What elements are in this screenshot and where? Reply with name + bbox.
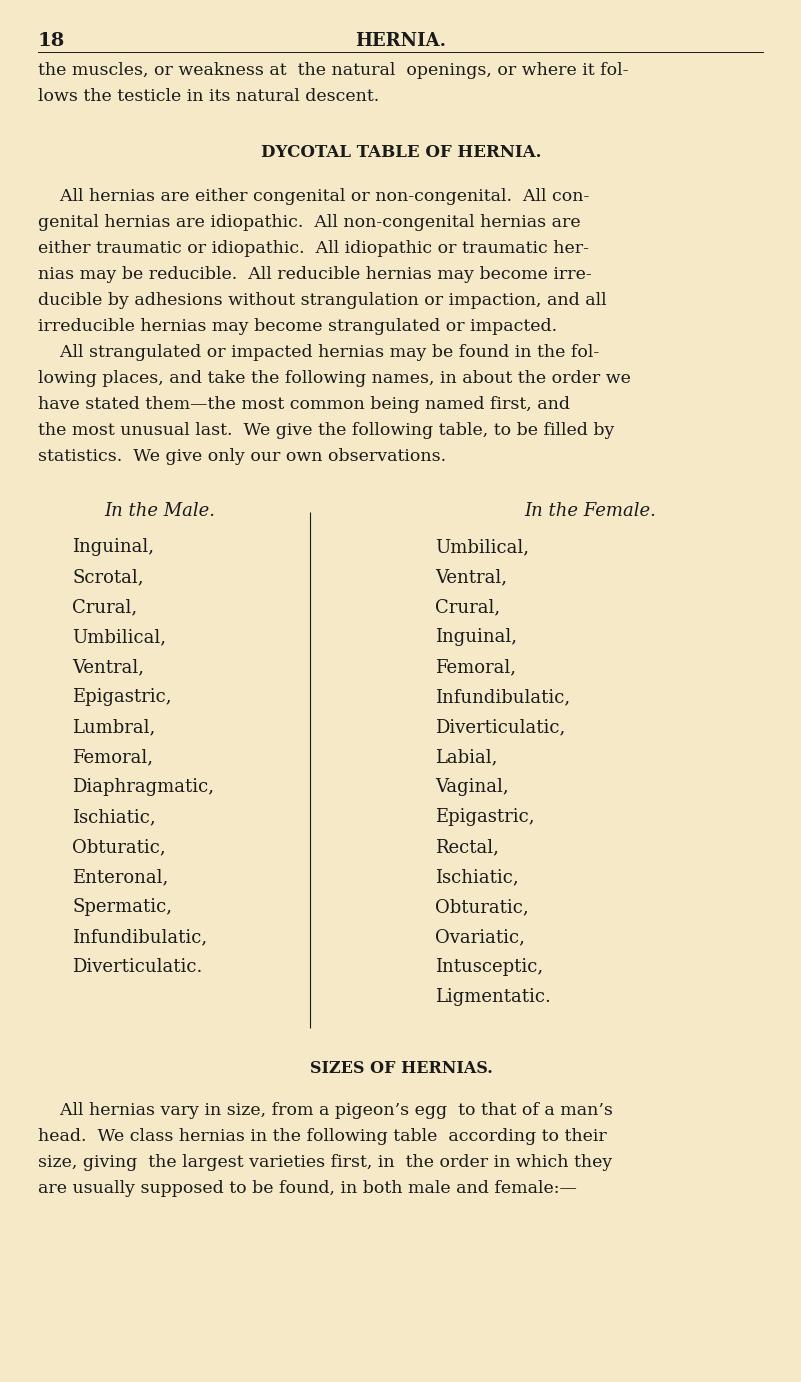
- Text: Vaginal,: Vaginal,: [435, 778, 509, 796]
- Text: Diverticulatic.: Diverticulatic.: [72, 958, 203, 976]
- Text: Ligmentatic.: Ligmentatic.: [435, 988, 551, 1006]
- Text: HERNIA.: HERNIA.: [356, 32, 446, 50]
- Text: Rectal,: Rectal,: [435, 837, 499, 855]
- Text: the most unusual last.  We give the following table, to be filled by: the most unusual last. We give the follo…: [38, 422, 614, 439]
- Text: Scrotal,: Scrotal,: [72, 568, 143, 586]
- Text: SIZES OF HERNIAS.: SIZES OF HERNIAS.: [310, 1060, 493, 1077]
- Text: Diverticulatic,: Diverticulatic,: [435, 719, 566, 737]
- Text: In the Female.: In the Female.: [524, 502, 656, 520]
- Text: Epigastric,: Epigastric,: [72, 688, 171, 706]
- Text: Ventral,: Ventral,: [72, 658, 144, 676]
- Text: Ischiatic,: Ischiatic,: [435, 868, 518, 886]
- Text: Intusceptic,: Intusceptic,: [435, 958, 543, 976]
- Text: are usually supposed to be found, in both male and female:—: are usually supposed to be found, in bot…: [38, 1180, 577, 1197]
- Text: Crural,: Crural,: [72, 598, 137, 616]
- Text: Inguinal,: Inguinal,: [435, 627, 517, 645]
- Text: All hernias vary in size, from a pigeon’s egg  to that of a man’s: All hernias vary in size, from a pigeon’…: [38, 1101, 613, 1119]
- Text: Enteronal,: Enteronal,: [72, 868, 168, 886]
- Text: ducible by adhesions without strangulation or impaction, and all: ducible by adhesions without strangulati…: [38, 292, 606, 310]
- Text: Ischiatic,: Ischiatic,: [72, 808, 155, 826]
- Text: Lumbral,: Lumbral,: [72, 719, 155, 737]
- Text: Femoral,: Femoral,: [435, 658, 516, 676]
- Text: Ventral,: Ventral,: [435, 568, 507, 586]
- Text: Epigastric,: Epigastric,: [435, 808, 534, 826]
- Text: size, giving  the largest varieties first, in  the order in which they: size, giving the largest varieties first…: [38, 1154, 612, 1171]
- Text: Labial,: Labial,: [435, 748, 497, 766]
- Text: lows the testicle in its natural descent.: lows the testicle in its natural descent…: [38, 88, 379, 105]
- Text: lowing places, and take the following names, in about the order we: lowing places, and take the following na…: [38, 370, 631, 387]
- Text: have stated them—the most common being named first, and: have stated them—the most common being n…: [38, 397, 570, 413]
- Text: DYCOTAL TABLE OF HERNIA.: DYCOTAL TABLE OF HERNIA.: [261, 144, 541, 160]
- Text: All hernias are either congenital or non-congenital.  All con-: All hernias are either congenital or non…: [38, 188, 590, 205]
- Text: genital hernias are idiopathic.  All non-congenital hernias are: genital hernias are idiopathic. All non-…: [38, 214, 581, 231]
- Text: Infundibulatic,: Infundibulatic,: [72, 927, 207, 947]
- Text: Crural,: Crural,: [435, 598, 500, 616]
- Text: Infundibulatic,: Infundibulatic,: [435, 688, 570, 706]
- Text: Obturatic,: Obturatic,: [72, 837, 166, 855]
- Text: Umbilical,: Umbilical,: [72, 627, 166, 645]
- Text: All strangulated or impacted hernias may be found in the fol-: All strangulated or impacted hernias may…: [38, 344, 599, 361]
- Text: irreducible hernias may become strangulated or impacted.: irreducible hernias may become strangula…: [38, 318, 557, 334]
- Text: Femoral,: Femoral,: [72, 748, 153, 766]
- Text: the muscles, or weakness at  the natural  openings, or where it fol-: the muscles, or weakness at the natural …: [38, 62, 629, 79]
- Text: Diaphragmatic,: Diaphragmatic,: [72, 778, 214, 796]
- Text: nias may be reducible.  All reducible hernias may become irre-: nias may be reducible. All reducible her…: [38, 265, 592, 283]
- Text: Ovariatic,: Ovariatic,: [435, 927, 525, 947]
- Text: Umbilical,: Umbilical,: [435, 538, 529, 556]
- Text: Obturatic,: Obturatic,: [435, 898, 529, 916]
- Text: In the Male.: In the Male.: [104, 502, 215, 520]
- Text: statistics.  We give only our own observations.: statistics. We give only our own observa…: [38, 448, 446, 464]
- Text: 18: 18: [38, 32, 65, 50]
- Text: Inguinal,: Inguinal,: [72, 538, 154, 556]
- Text: head.  We class hernias in the following table  according to their: head. We class hernias in the following …: [38, 1128, 606, 1146]
- Text: Spermatic,: Spermatic,: [72, 898, 172, 916]
- Text: either traumatic or idiopathic.  All idiopathic or traumatic her-: either traumatic or idiopathic. All idio…: [38, 240, 589, 257]
